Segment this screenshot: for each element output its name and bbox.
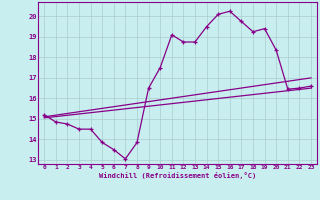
X-axis label: Windchill (Refroidissement éolien,°C): Windchill (Refroidissement éolien,°C) [99, 172, 256, 179]
